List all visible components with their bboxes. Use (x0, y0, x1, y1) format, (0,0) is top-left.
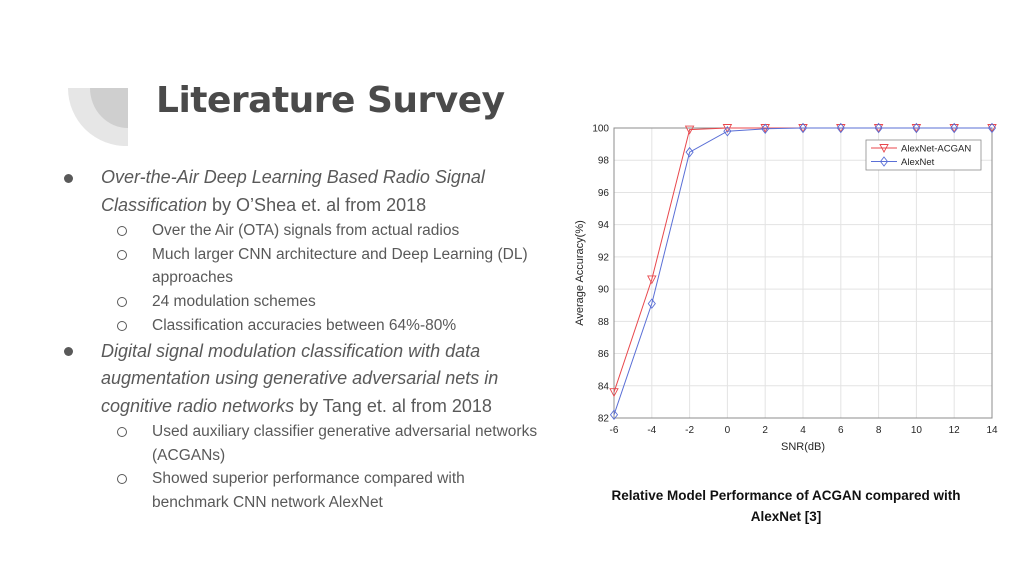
bullet-item: Over-the-Air Deep Learning Based Radio S… (60, 164, 540, 219)
x-tick-label: 2 (762, 425, 768, 436)
sub-bullet-item: Showed superior performance compared wit… (60, 467, 540, 514)
data-point (761, 123, 770, 135)
data-point (684, 125, 695, 135)
bullet-dot-icon (60, 338, 80, 366)
x-tick-label: -4 (647, 425, 656, 436)
y-tick-label: 98 (598, 156, 610, 167)
sub-bullet-circle-icon (117, 467, 127, 491)
y-tick-label: 86 (598, 349, 610, 360)
legend-marker (879, 156, 889, 167)
sub-bullet-item: Over the Air (OTA) signals from actual r… (60, 219, 540, 243)
legend-marker (879, 144, 889, 153)
sub-bullet-text: Used auxiliary classifier generative adv… (152, 423, 538, 464)
paper-attribution: by Tang et. al from 2018 (294, 395, 492, 416)
decorative-quarter-circle-icon (68, 88, 128, 146)
x-tick-label: 0 (725, 425, 731, 436)
bullet-item: Digital signal modulation classification… (60, 338, 540, 421)
paper-title: Digital signal modulation classification… (101, 340, 499, 416)
data-point (836, 122, 845, 134)
y-tick-label: 84 (598, 381, 610, 392)
x-tick-label: 4 (800, 425, 806, 436)
sub-bullet-circle-icon (117, 290, 127, 314)
x-tick-label: 12 (949, 425, 961, 436)
x-tick-label: -2 (685, 425, 694, 436)
data-point (987, 122, 997, 134)
x-tick-label: 14 (986, 425, 998, 436)
sub-bullet-circle-icon (117, 219, 127, 243)
data-point (950, 122, 959, 134)
y-axis-label: Average Accuracy(%) (574, 220, 586, 326)
sub-bullet-circle-icon (117, 243, 127, 267)
bullet-list: Over-the-Air Deep Learning Based Radio S… (60, 164, 540, 515)
x-tick-label: 8 (876, 425, 882, 436)
legend-label: AlexNet-ACGAN (901, 144, 971, 155)
y-tick-label: 82 (598, 414, 610, 425)
data-point (609, 388, 619, 398)
data-point (647, 298, 656, 309)
sub-bullet-item: Used auxiliary classifier generative adv… (60, 420, 540, 467)
sub-bullet-text: Classification accuracies between 64%-80… (152, 316, 457, 334)
figure-caption: Relative Model Performance of ACGAN comp… (611, 488, 961, 524)
sub-bullet-item: Much larger CNN architecture and Deep Le… (60, 243, 540, 290)
sub-bullet-circle-icon (117, 314, 127, 338)
data-point (685, 146, 694, 158)
sub-bullet-text: 24 modulation schemes (152, 293, 316, 311)
x-tick-label: 6 (838, 425, 844, 436)
legend: AlexNet-ACGAN AlexNet (865, 139, 982, 171)
data-point (647, 275, 657, 285)
sub-bullet-circle-icon (117, 420, 127, 444)
sub-bullet-text: Much larger CNN architecture and Deep Le… (152, 245, 528, 287)
sub-bullet-text: Over the Air (OTA) signals from actual r… (152, 222, 460, 239)
sub-bullet-text: Showed superior performance compared wit… (152, 470, 465, 512)
y-tick-label: 88 (598, 317, 610, 328)
bullet-dot-icon (60, 164, 80, 192)
x-tick-label: -6 (610, 425, 619, 436)
data-point (609, 409, 619, 421)
sub-bullet-item: Classification accuracies between 64%-80… (60, 314, 540, 338)
series-line (613, 127, 992, 415)
paper-title: Over-the-Air Deep Learning Based Radio S… (101, 167, 485, 215)
y-tick-label: 90 (598, 285, 610, 296)
x-axis-label: SNR(dB) (781, 441, 825, 453)
y-tick-label: 94 (598, 220, 610, 231)
y-tick-label: 100 (592, 124, 609, 135)
x-tick-label: 10 (911, 425, 923, 436)
data-point (798, 122, 808, 134)
y-tick-label: 92 (598, 252, 610, 263)
series-alexnet (609, 122, 997, 421)
y-tick-label: 96 (598, 188, 610, 199)
data-point (874, 122, 883, 134)
legend-label: AlexNet (901, 157, 935, 168)
data-point (723, 125, 732, 137)
paper-attribution: by O’Shea et. al from 2018 (207, 194, 427, 215)
data-point (722, 124, 733, 133)
data-point (912, 122, 921, 134)
accuracy-line-chart: -6 -4 -2 0 2 4 6 8 10 12 14 82 84 86 88 90 92 94 96 98 100 SN… (574, 122, 998, 453)
sub-bullet-item: 24 modulation schemes (60, 290, 540, 314)
slide-title: Literature Survey (156, 80, 505, 121)
